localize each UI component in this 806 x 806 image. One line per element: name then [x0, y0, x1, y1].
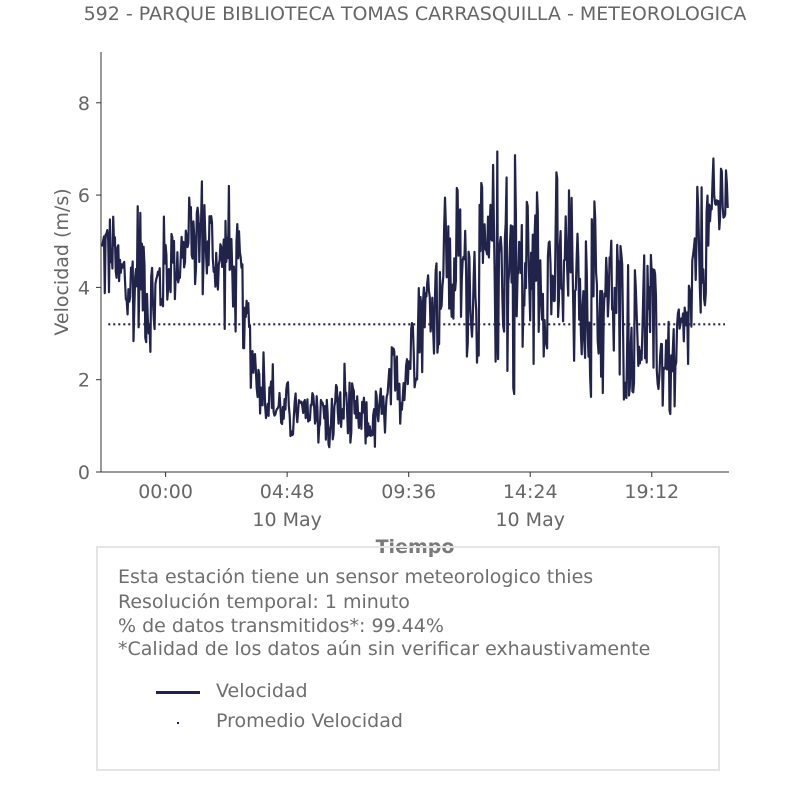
legend-label-velocidad: Velocidad — [216, 680, 308, 702]
y-tick-label: 0 — [78, 462, 90, 484]
info-box: Esta estación tiene un sensor meteorolog… — [96, 546, 720, 771]
legend-label-promedio: Promedio Velocidad — [216, 710, 403, 732]
y-axis-label: Velocidad (m/s) — [51, 188, 73, 335]
x-tick-label: 09:36 — [381, 481, 436, 503]
x-tick-date-label: 10 May — [495, 509, 565, 531]
info-quality-text: *Calidad de los datos aún sin verificar … — [118, 638, 651, 660]
tick-layer: 0 2 4 6 8 00:00 04:48 10 May 09:36 14:24 10 May 19:… — [78, 93, 679, 531]
velocity-series-line — [101, 150, 729, 449]
legend-dot-icon — [177, 722, 179, 724]
x-tick-label: 00:00 — [138, 481, 193, 503]
series-layer — [101, 150, 729, 449]
axes — [100, 52, 729, 473]
info-transmitted-text: % de datos transmitidos*: 99.44% — [118, 615, 444, 637]
info-sensor-text: Esta estación tiene un sensor meteorolog… — [118, 566, 594, 588]
x-tick-label: 19:12 — [624, 481, 679, 503]
y-tick-label: 4 — [78, 277, 90, 299]
wind-speed-chart: 0 2 4 6 8 00:00 04:48 10 May 09:36 14:24 10 May 19:… — [51, 52, 729, 558]
x-tick-label: 14:24 — [503, 481, 558, 503]
y-tick-label: 6 — [78, 185, 90, 207]
legend-solid-line-icon — [156, 691, 200, 694]
x-tick-label: 04:48 — [260, 481, 315, 503]
chart-title: 592 - PARQUE BIBLIOTECA TOMAS CARRASQUIL… — [83, 3, 747, 25]
info-resolution-text: Resolución temporal: 1 minuto — [118, 591, 410, 613]
y-tick-label: 8 — [78, 93, 90, 115]
x-tick-date-label: 10 May — [252, 509, 322, 531]
y-tick-label: 2 — [78, 370, 90, 392]
